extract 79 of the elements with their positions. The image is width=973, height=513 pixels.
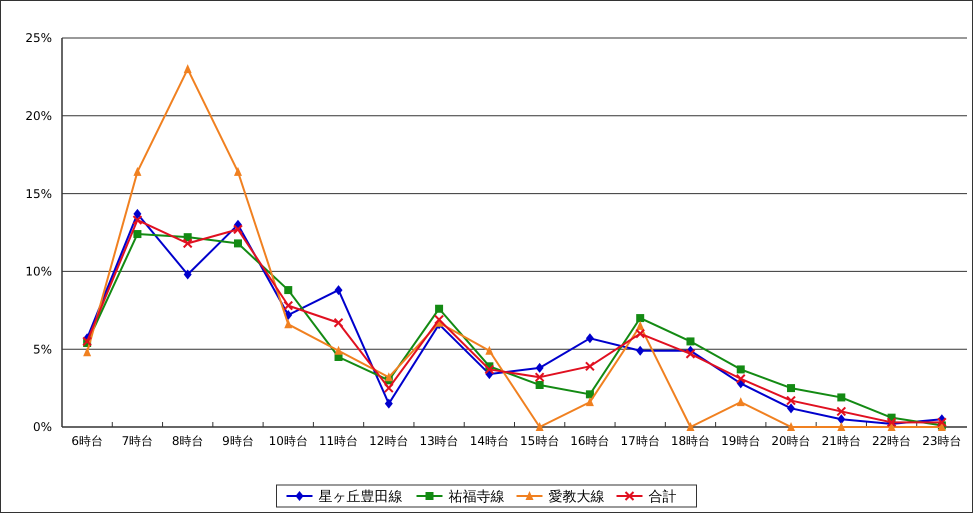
point bbox=[485, 346, 494, 355]
point bbox=[232, 224, 243, 234]
point bbox=[636, 320, 644, 330]
point bbox=[635, 328, 646, 339]
point bbox=[736, 365, 745, 374]
point bbox=[182, 238, 193, 248]
point bbox=[334, 285, 343, 296]
x-tick-label: 7時台 bbox=[122, 434, 154, 448]
point bbox=[636, 346, 644, 356]
point bbox=[334, 346, 343, 355]
y-tick-label: 0% bbox=[32, 420, 52, 434]
x-tick-label: 20時台 bbox=[771, 434, 811, 448]
point bbox=[786, 396, 796, 406]
point bbox=[435, 304, 444, 313]
x-tick-label: 11時台 bbox=[318, 434, 358, 448]
x-tick-label: 19時台 bbox=[721, 434, 760, 448]
point bbox=[534, 372, 545, 382]
point bbox=[685, 348, 696, 359]
point bbox=[787, 384, 796, 392]
x-tick-label: 17時台 bbox=[620, 434, 660, 448]
point bbox=[686, 337, 694, 346]
point bbox=[234, 166, 242, 176]
x-tick-label: 22時台 bbox=[872, 434, 912, 448]
point bbox=[787, 422, 796, 431]
y-tick-label: 10% bbox=[25, 264, 52, 279]
point bbox=[132, 215, 142, 226]
y-tick-label: 15% bbox=[25, 186, 52, 201]
legend-label: 合計 bbox=[648, 488, 676, 505]
x-tick-label: 13時台 bbox=[419, 434, 459, 448]
x-tick-label: 16時台 bbox=[570, 434, 610, 448]
point bbox=[484, 364, 494, 374]
point bbox=[787, 403, 796, 414]
legend-label: 愛教大線 bbox=[548, 488, 604, 505]
point bbox=[133, 208, 142, 219]
x-tick-label: 12時台 bbox=[369, 434, 408, 448]
x-tick-label: 8時台 bbox=[172, 434, 204, 448]
point bbox=[184, 270, 192, 280]
x-tick-label: 23時台 bbox=[922, 434, 962, 448]
y-tick-label: 20% bbox=[25, 109, 52, 123]
point bbox=[837, 422, 846, 431]
point bbox=[586, 397, 594, 406]
x-tick-label: 21時台 bbox=[822, 434, 861, 448]
legend-label: 星ヶ丘豊田線 bbox=[318, 488, 402, 505]
point bbox=[384, 398, 393, 409]
x-tick-label: 15時台 bbox=[520, 434, 560, 448]
x-tick-label: 6時台 bbox=[71, 434, 103, 448]
x-tick-label: 10時台 bbox=[268, 434, 308, 448]
point bbox=[736, 374, 746, 384]
point bbox=[586, 333, 594, 344]
point bbox=[636, 314, 644, 322]
point bbox=[384, 372, 393, 382]
legend-label: 祐福寺線 bbox=[448, 488, 504, 505]
point bbox=[434, 314, 444, 325]
x-tick-label: 14時台 bbox=[470, 434, 509, 448]
point bbox=[736, 397, 745, 406]
point bbox=[284, 286, 292, 294]
point bbox=[536, 362, 544, 373]
point bbox=[836, 406, 846, 416]
x-tick-label: 9時台 bbox=[222, 434, 254, 448]
point bbox=[82, 336, 92, 346]
point bbox=[837, 414, 846, 424]
x-tick-label: 18時台 bbox=[670, 434, 710, 448]
point bbox=[184, 64, 192, 74]
point bbox=[284, 319, 292, 328]
point bbox=[536, 422, 544, 431]
point bbox=[83, 347, 92, 356]
point bbox=[384, 383, 394, 394]
point bbox=[536, 380, 544, 389]
y-tick-label: 5% bbox=[32, 342, 52, 356]
point bbox=[334, 318, 344, 328]
point bbox=[133, 230, 142, 238]
point bbox=[584, 361, 595, 372]
point bbox=[234, 239, 242, 248]
y-tick-label: 25% bbox=[25, 31, 52, 46]
point bbox=[936, 417, 947, 428]
point bbox=[686, 422, 694, 431]
point bbox=[133, 166, 142, 176]
point bbox=[837, 393, 846, 402]
point bbox=[283, 300, 294, 311]
